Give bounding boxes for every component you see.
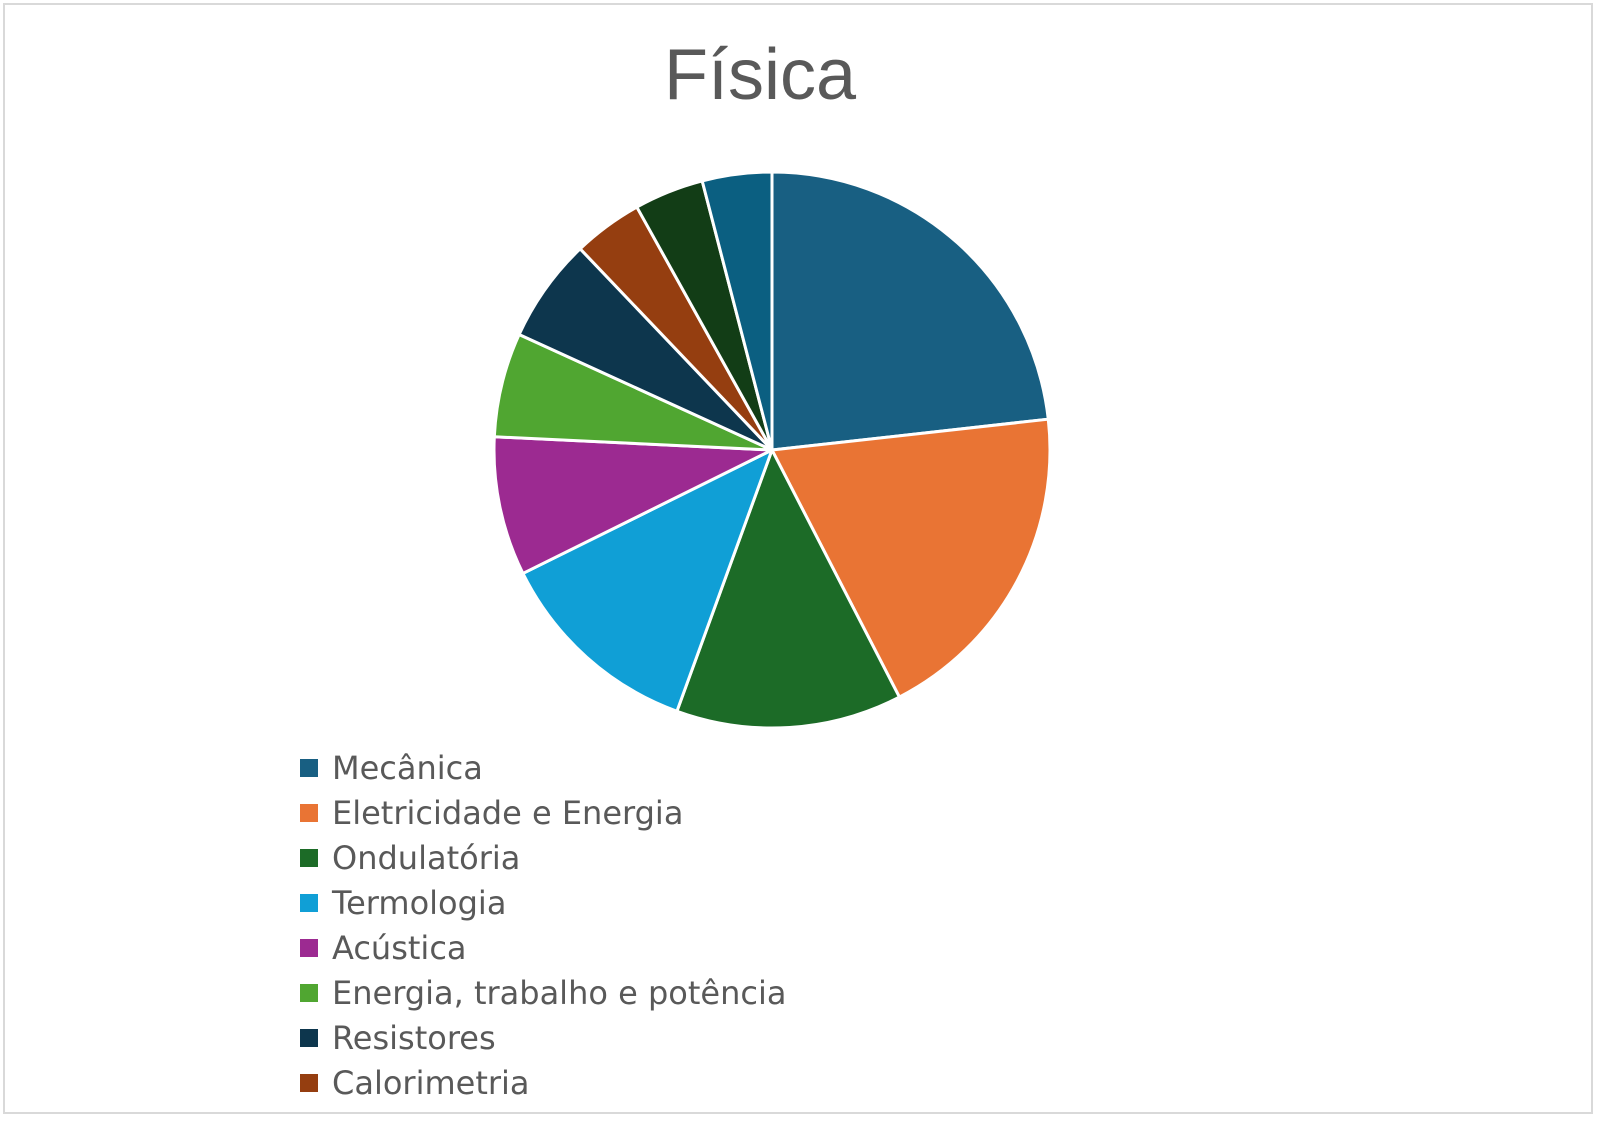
pie-slices — [492, 170, 1052, 730]
legend-item: Acústica — [300, 925, 786, 970]
legend-label: Termologia — [332, 883, 507, 922]
pie-slice-5 — [492, 435, 774, 575]
pie-slice-4 — [521, 448, 774, 713]
legend-item: Ondulatória — [300, 835, 786, 880]
legend-swatch — [300, 758, 318, 777]
pie-slice-10 — [700, 170, 774, 452]
legend-swatch — [300, 1028, 318, 1047]
legend-swatch — [300, 983, 318, 1002]
legend-label: Acústica — [332, 928, 467, 967]
legend-label: Calorimetria — [332, 1063, 530, 1102]
legend-label: Mecânica — [332, 748, 483, 787]
legend-label: Ondulatória — [332, 838, 521, 877]
legend-swatch — [300, 1073, 318, 1092]
legend-label: Resistores — [332, 1018, 496, 1057]
legend-swatch — [300, 848, 318, 867]
legend-label: Energia, trabalho e potência — [332, 973, 787, 1012]
chart-legend: Mecânica Eletricidade e Energia Ondulatóri… — [300, 745, 786, 1105]
pie-slice-1 — [770, 170, 1050, 452]
legend-item: Calorimetria — [300, 1060, 786, 1105]
legend-item: Eletricidade e Energia — [300, 790, 786, 835]
legend-label: Eletricidade e Energia — [332, 793, 684, 832]
legend-item: Termologia — [300, 880, 786, 925]
pie-slice-2 — [770, 417, 1052, 699]
legend-item: Mecânica — [300, 745, 786, 790]
legend-swatch — [300, 938, 318, 957]
legend-swatch — [300, 893, 318, 912]
pie-slice-3 — [675, 448, 901, 730]
legend-item: Energia, trabalho e potência — [300, 970, 786, 1015]
chart-title: Física — [663, 35, 857, 115]
legend-swatch — [300, 803, 318, 822]
legend-item: Resistores — [300, 1015, 786, 1060]
